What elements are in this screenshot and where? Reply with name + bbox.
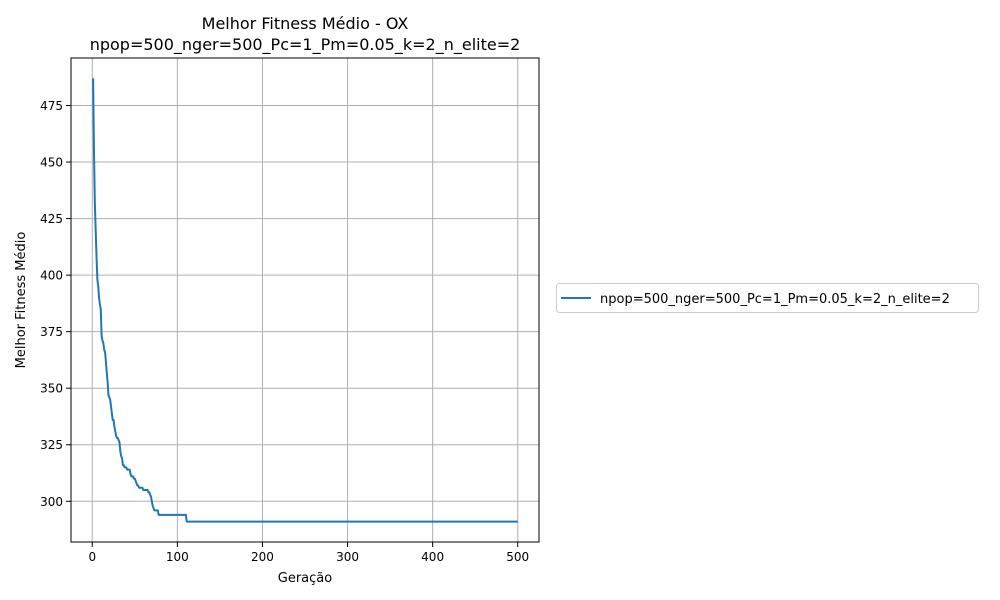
- y-tick-label: 300: [40, 495, 63, 509]
- x-axis-label: Geração: [278, 571, 332, 586]
- y-tick-label: 375: [40, 325, 63, 339]
- chart-title-line2: npop=500_nger=500_Pc=1_Pm=0.05_k=2_n_eli…: [90, 35, 521, 55]
- legend-entry-label: npop=500_nger=500_Pc=1_Pm=0.05_k=2_n_eli…: [600, 292, 950, 307]
- x-tick-label: 300: [336, 550, 359, 564]
- legend[interactable]: npop=500_nger=500_Pc=1_Pm=0.05_k=2_n_eli…: [556, 283, 979, 313]
- y-tick-label: 450: [40, 156, 63, 170]
- series-line: [92, 78, 518, 523]
- y-axis-label: Melhor Fitness Médio: [14, 232, 29, 369]
- legend-box: [556, 283, 979, 313]
- x-tick-label: 500: [506, 550, 529, 564]
- x-tick-label: 200: [251, 550, 274, 564]
- plot-frame: [70, 57, 540, 543]
- x-tick-label: 0: [88, 550, 96, 564]
- x-tick-label: 100: [166, 550, 189, 564]
- series-layer: [92, 78, 518, 523]
- y-tick-label: 425: [40, 212, 63, 226]
- x-axis-ticks: 0 100 200 300 400 500: [88, 542, 529, 564]
- chart-title-line1: Melhor Fitness Médio - OX: [202, 14, 409, 33]
- y-tick-label: 350: [40, 382, 63, 396]
- y-tick-label: 325: [40, 438, 63, 452]
- x-tick-label: 400: [421, 550, 444, 564]
- y-tick-label: 475: [40, 99, 63, 113]
- y-axis-ticks: 300 325 350 375 400 425 450 475: [40, 99, 71, 509]
- grid: [71, 58, 539, 542]
- y-tick-label: 400: [40, 269, 63, 283]
